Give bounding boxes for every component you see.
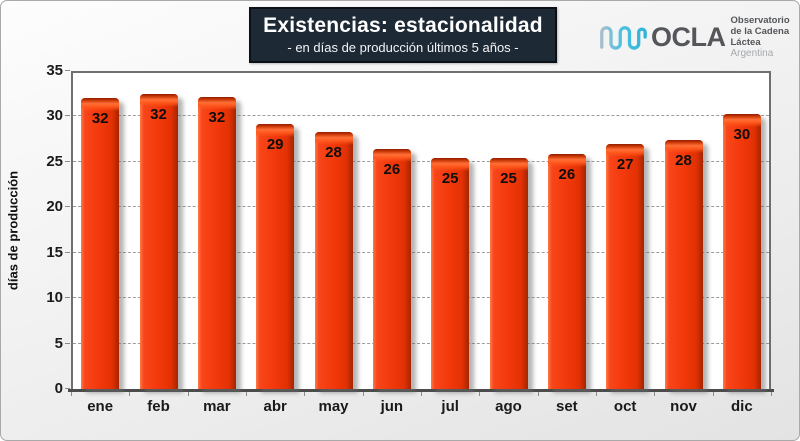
bar-jul: 25: [431, 158, 470, 389]
bar-abr: 29: [256, 123, 295, 389]
gridline-5: [73, 342, 769, 344]
x-tick-mark-9: [596, 392, 597, 396]
bar-value-label-oct: 27: [616, 155, 634, 173]
bar-value-label-may: 28: [325, 143, 342, 161]
y-tick-mark-10: [65, 297, 70, 299]
y-tick-label-20: 20: [46, 198, 63, 216]
ocla-logo: OCLA Observatorio de la Cadena Láctea Ar…: [599, 13, 795, 61]
y-tick-mark-35: [65, 70, 70, 71]
x-tick-label-mar: mar: [203, 398, 231, 415]
chart-title-box: Existencias: estacionalidad - en días de…: [249, 7, 557, 63]
bar-dic: 30: [722, 113, 761, 389]
bar-set: 26: [547, 153, 586, 389]
x-tick-mark-4: [304, 392, 306, 396]
bar-cap-nov: [664, 140, 703, 154]
bar-oct: 27: [606, 143, 645, 389]
y-tick-mark-5: [65, 342, 70, 344]
y-tick-label-35: 35: [46, 62, 63, 79]
plot-area: [71, 71, 771, 389]
x-tick-mark-2: [187, 392, 189, 396]
x-tick-mark-0: [71, 392, 72, 396]
logo-org-line2: de la Cadena Láctea: [730, 25, 790, 48]
bar-value-label-nov: 28: [675, 152, 692, 170]
bar-nov: 28: [664, 140, 703, 389]
bar-value-label-abr: 29: [266, 135, 284, 153]
bar-ene: 32: [81, 98, 120, 389]
x-tick-label-abr: abr: [263, 398, 287, 415]
x-tick-label-jun: jun: [380, 398, 404, 415]
y-tick-label-15: 15: [46, 243, 63, 261]
x-tick-label-jul: jul: [441, 398, 459, 415]
x-tick-mark-11: [712, 392, 714, 396]
x-tick-label-ago: ago: [495, 398, 522, 415]
x-tick-label-may: may: [318, 398, 349, 415]
chart-title: Existencias: estacionalidad: [263, 14, 543, 37]
x-tick-label-dic: dic: [730, 398, 753, 415]
y-tick-label-10: 10: [46, 289, 63, 307]
bar-value-label-feb: 32: [150, 105, 167, 123]
bar-cap-mar: [197, 97, 236, 111]
bar-cap-set: [547, 153, 586, 167]
bar-cap-dic: [722, 113, 761, 127]
bar-value-label-ene: 32: [91, 110, 109, 128]
bar-jun: 26: [372, 149, 411, 389]
gridline-25: [73, 160, 769, 162]
gridline-30: [73, 115, 769, 117]
chart-subtitle: - en días de producción últimos 5 años -: [287, 40, 519, 55]
x-tick-mark-3: [246, 392, 247, 396]
x-tick-label-ene: ene: [87, 398, 114, 415]
bar-cap-oct: [606, 143, 645, 157]
bar-cap-feb: [139, 93, 178, 107]
bar-may: 28: [314, 131, 353, 389]
x-axis-line: [68, 389, 774, 392]
bar-cap-abr: [256, 123, 295, 137]
x-tick-mark-6: [421, 392, 422, 396]
bar-value-label-set: 26: [558, 165, 576, 183]
bar-ago: 25: [489, 158, 528, 389]
bar-value-label-jul: 25: [441, 170, 459, 188]
bar-cap-ene: [81, 98, 120, 112]
y-tick-label-5: 5: [54, 334, 63, 352]
x-tick-mark-10: [654, 392, 656, 396]
y-tick-mark-15: [65, 251, 70, 253]
y-tick-label-25: 25: [46, 152, 63, 170]
x-tick-mark-1: [129, 392, 131, 396]
logo-acronym: OCLA: [651, 22, 726, 52]
bar-mar: 32: [197, 97, 236, 389]
x-tick-mark-8: [537, 392, 539, 396]
bar-cap-jul: [431, 158, 470, 172]
gridline-20: [73, 206, 769, 208]
gridline-10: [73, 297, 769, 299]
bar-cap-jun: [372, 149, 411, 163]
x-tick-mark-5: [362, 392, 364, 396]
y-tick-mark-20: [65, 206, 70, 208]
gridline-15: [73, 251, 769, 253]
wave-icon: [600, 26, 647, 50]
bar-value-label-mar: 32: [208, 109, 226, 127]
x-tick-mark-7: [479, 392, 481, 396]
x-tick-mark-12: [771, 392, 772, 396]
logo-orgtext: Observatorio de la Cadena Láctea Argenti…: [731, 15, 796, 60]
x-tick-label-set: set: [555, 398, 578, 415]
y-axis-title: días de producción: [5, 170, 21, 291]
bar-value-label-ago: 25: [500, 170, 517, 188]
logo-country: Argentina: [730, 47, 774, 59]
bar-cap-ago: [489, 158, 528, 172]
y-tick-mark-30: [65, 115, 70, 117]
x-tick-label-feb: feb: [147, 398, 170, 415]
y-tick-label-0: 0: [54, 380, 63, 397]
logo-org-line1: Observatorio: [730, 14, 790, 26]
bar-value-label-dic: 30: [733, 125, 751, 143]
y-tick-mark-0: [65, 388, 70, 389]
y-tick-label-30: 30: [46, 107, 63, 125]
bar-feb: 32: [139, 93, 178, 389]
y-tick-mark-25: [65, 160, 70, 162]
x-tick-label-oct: oct: [613, 398, 637, 415]
x-tick-label-nov: nov: [670, 398, 697, 415]
bar-value-label-jun: 26: [383, 161, 401, 179]
bar-cap-may: [314, 131, 353, 145]
